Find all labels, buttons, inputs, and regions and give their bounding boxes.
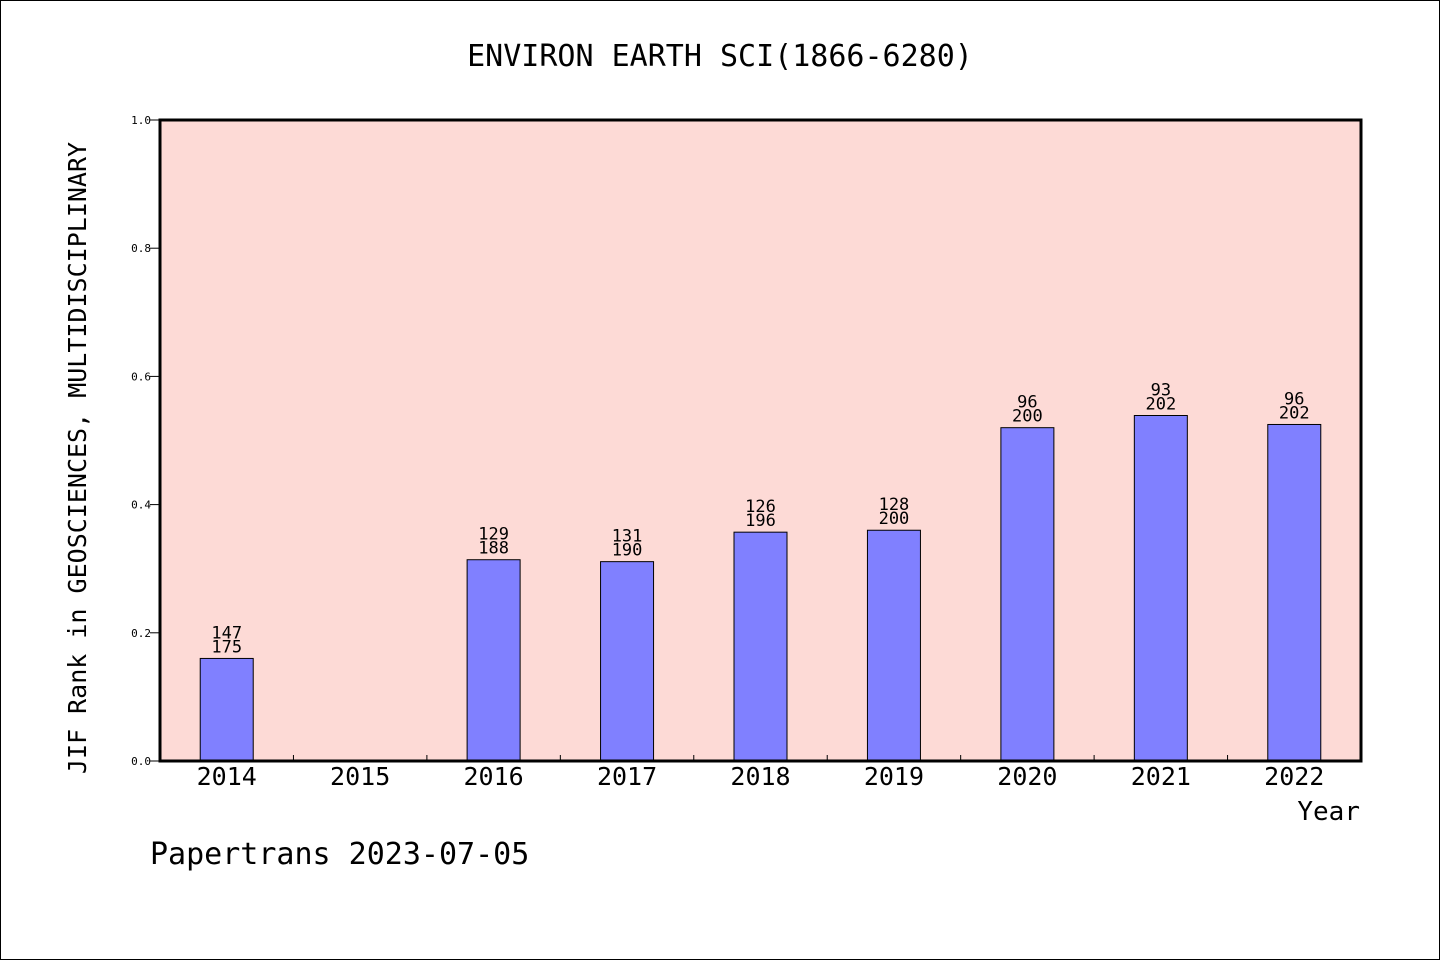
x-tick-label-2022: 2022 [1264, 762, 1324, 791]
bar-rank-label-2021: 93 [1151, 381, 1171, 401]
x-axis-ticks: 2014 2015 2016 2017 2018 2019 2020 2021 2022 [197, 755, 1324, 791]
y-axis-ticks: 0.0 0.2 0.4 0.6 0.8 1.0 [131, 114, 160, 768]
bars-group [199, 415, 1322, 762]
bar-rank-label-2020: 96 [1017, 393, 1037, 413]
bar-total-label-2017: 190 [612, 541, 643, 561]
bar-total-label-2021: 202 [1145, 395, 1176, 415]
bar-total-label-2020: 200 [1012, 407, 1043, 427]
bar-2019 [866, 529, 921, 762]
bar-total-label-2014: 175 [211, 637, 242, 657]
bar-rank-label-2016: 129 [478, 525, 509, 545]
chart-title: ENVIRON EARTH SCI(1866-6280) [467, 39, 973, 74]
x-tick-label-2015: 2015 [330, 762, 390, 791]
x-tick-label-2018: 2018 [730, 762, 790, 791]
bar-rank-label-2014: 147 [211, 623, 242, 643]
y-tick-label: 0.8 [131, 242, 151, 255]
bar-total-label-2018: 196 [745, 511, 776, 531]
bar-2020 [1000, 427, 1055, 762]
bar-2014 [199, 657, 254, 762]
watermark-text: Papertrans 2023-07-05 [150, 837, 529, 872]
y-tick-label: 1.0 [131, 114, 151, 127]
bar-2021 [1133, 415, 1188, 762]
y-tick-label: 0.4 [131, 499, 151, 512]
bar-labels-group: 1471751291881311901261961282009620093202… [211, 381, 1309, 658]
x-tick-label-2014: 2014 [197, 762, 257, 791]
bar-total-label-2022: 202 [1279, 403, 1310, 423]
x-tick-label-2016: 2016 [464, 762, 524, 791]
bar-rank-label-2022: 96 [1284, 389, 1304, 409]
bar-rank-label-2018: 126 [745, 497, 776, 517]
x-axis-label: Year [1297, 797, 1360, 827]
x-tick-label-2020: 2020 [997, 762, 1057, 791]
y-axis-label: JIF Rank in GEOSCIENCES, MULTIDISCIPLINA… [63, 142, 92, 774]
bar-total-label-2019: 200 [879, 509, 910, 529]
bar-2022 [1267, 423, 1322, 762]
plot-border [158, 118, 1363, 763]
bar-rank-label-2017: 131 [612, 527, 643, 547]
bar-2017 [600, 561, 655, 762]
bar-2018 [733, 531, 788, 762]
x-tick-label-2021: 2021 [1131, 762, 1191, 791]
y-tick-label: 0.6 [131, 370, 151, 383]
x-tick-label-2019: 2019 [864, 762, 924, 791]
y-tick-label: 0.0 [131, 755, 151, 768]
bar-rank-label-2019: 128 [879, 495, 910, 515]
y-tick-label: 0.2 [131, 627, 151, 640]
bar-total-label-2016: 188 [478, 539, 509, 559]
bar-2016 [466, 559, 521, 762]
x-tick-label-2017: 2017 [597, 762, 657, 791]
